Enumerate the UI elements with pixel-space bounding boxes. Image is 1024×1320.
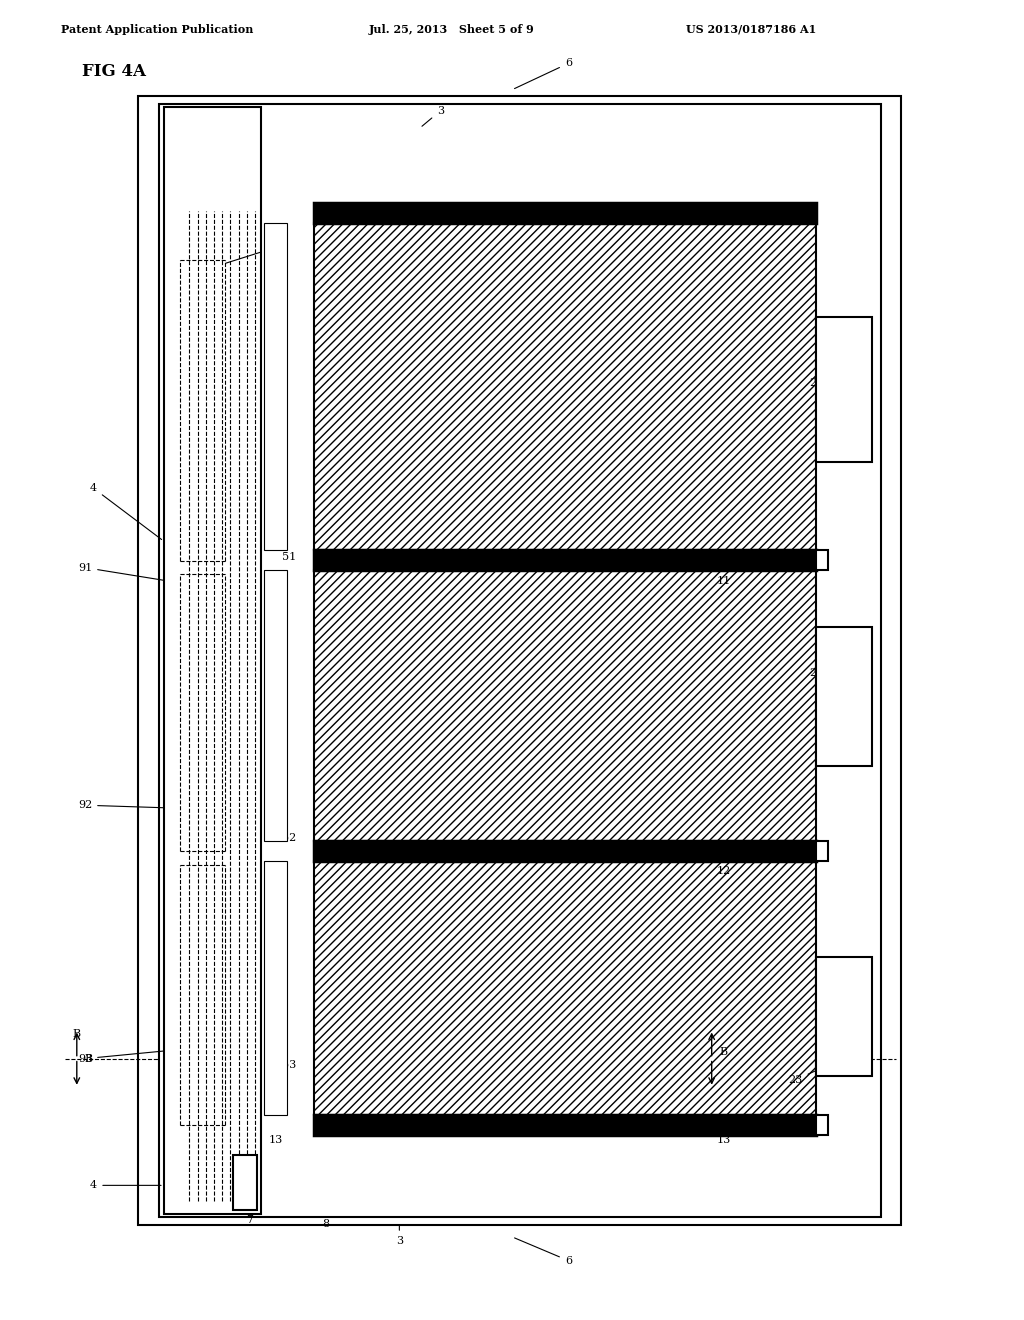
Text: 3: 3 — [422, 106, 443, 127]
Bar — [314, 550, 816, 570]
Text: 91: 91 — [78, 562, 164, 581]
Bar — [314, 223, 816, 550]
Text: 7: 7 — [246, 1214, 253, 1225]
Bar — [816, 317, 872, 462]
Bar — [159, 104, 881, 1217]
Bar — [816, 841, 828, 861]
Bar — [264, 223, 287, 550]
Bar — [314, 570, 816, 841]
Text: 6: 6 — [515, 1238, 571, 1266]
Text: Jul. 25, 2013   Sheet 5 of 9: Jul. 25, 2013 Sheet 5 of 9 — [369, 24, 535, 34]
Text: 21: 21 — [809, 378, 823, 393]
Text: 13: 13 — [268, 1135, 283, 1146]
Text: 53: 53 — [282, 1060, 296, 1071]
Text: 8: 8 — [323, 1218, 330, 1229]
Bar — [314, 203, 816, 223]
Bar — [314, 861, 816, 1115]
Text: 12: 12 — [717, 866, 731, 876]
Text: 6: 6 — [514, 58, 571, 88]
Text: B: B — [73, 1028, 81, 1039]
Bar — [164, 107, 261, 1214]
Text: 51: 51 — [282, 552, 296, 562]
Bar — [138, 96, 901, 1225]
Text: 12: 12 — [268, 866, 283, 876]
Bar — [816, 1115, 828, 1135]
Bar — [816, 957, 872, 1076]
Text: 22: 22 — [809, 668, 823, 684]
Text: Patent Application Publication: Patent Application Publication — [61, 24, 254, 34]
Text: US 2013/0187186 A1: US 2013/0187186 A1 — [686, 24, 816, 34]
Text: B: B — [720, 1047, 728, 1057]
Bar — [264, 861, 287, 1115]
Bar — [233, 1155, 257, 1210]
Text: 4: 4 — [90, 1180, 161, 1191]
Text: 52: 52 — [282, 833, 296, 843]
Text: 92: 92 — [78, 800, 164, 810]
Text: 23: 23 — [788, 1071, 817, 1085]
Text: 11: 11 — [268, 576, 283, 586]
Text: 93: 93 — [78, 1051, 164, 1064]
Bar — [816, 627, 872, 766]
Text: FIG 4A: FIG 4A — [82, 63, 146, 79]
Text: 91: 91 — [226, 243, 281, 263]
Text: 13: 13 — [717, 1135, 731, 1146]
Text: 3: 3 — [396, 1225, 402, 1246]
Bar — [816, 550, 828, 570]
Bar — [264, 570, 287, 841]
Text: 11: 11 — [717, 576, 731, 586]
Text: 4: 4 — [90, 483, 162, 540]
Bar — [314, 1115, 816, 1135]
Bar — [314, 841, 816, 861]
Text: B: B — [84, 1053, 92, 1064]
